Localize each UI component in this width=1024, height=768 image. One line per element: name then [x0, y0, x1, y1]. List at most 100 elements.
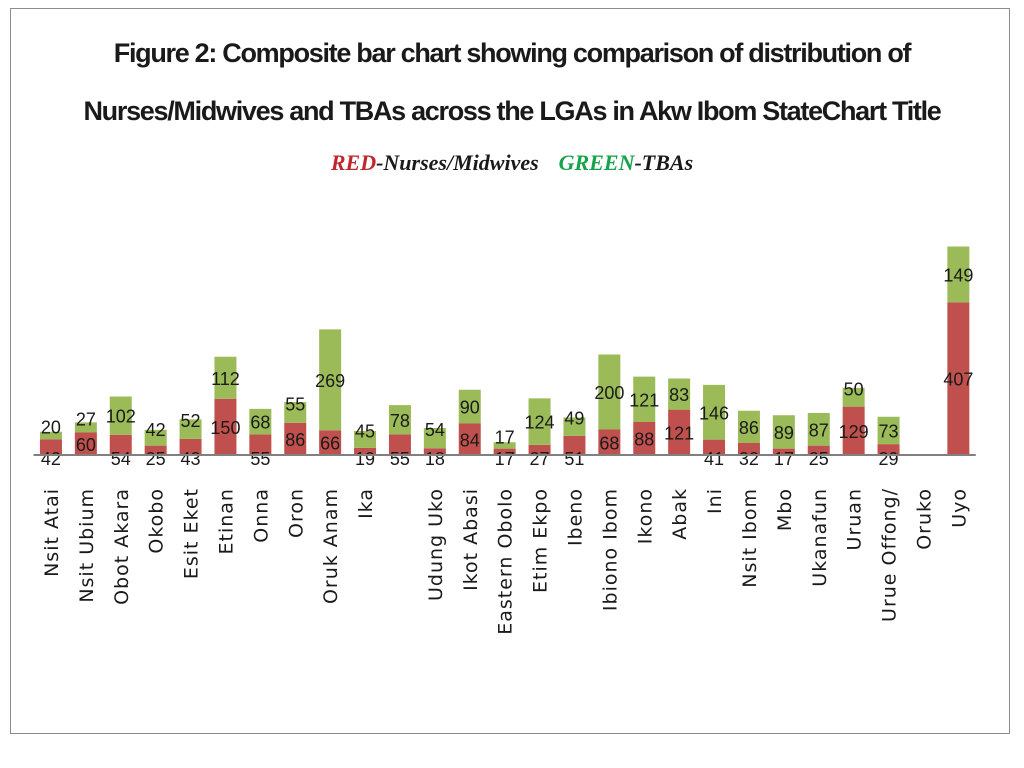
data-label-tbas: 86 — [739, 418, 759, 438]
legend-tba-key: GREEN — [558, 150, 635, 175]
data-label-tbas: 49 — [564, 409, 584, 429]
data-label-nurses: 407 — [943, 370, 973, 390]
bar-nurses — [423, 448, 446, 455]
category-label: Ibeno — [564, 488, 586, 546]
data-label-tbas: 149 — [943, 265, 973, 285]
data-label-nurses: 55 — [390, 449, 410, 469]
data-label-tbas: 89 — [774, 423, 794, 443]
bar-nurses — [842, 406, 865, 455]
data-label-nurses: 27 — [530, 449, 550, 469]
data-label-tbas: 78 — [390, 411, 410, 431]
data-label-tbas: 146 — [699, 403, 729, 423]
legend-nurses-label: -Nurses/Midwives — [376, 150, 539, 175]
bar-tbas — [458, 389, 481, 424]
chart-title-line1: Figure 2: Composite bar chart showing co… — [113, 38, 912, 68]
data-label-tbas: 121 — [629, 390, 659, 410]
bar-nurses — [179, 438, 202, 455]
data-label-nurses: 66 — [320, 434, 340, 454]
bar-tbas — [807, 413, 830, 446]
category-label: Nsit Ibom — [739, 488, 761, 588]
chart-title-line2: Nurses/Midwives and TBAs across the LGAs… — [83, 96, 941, 126]
bar-nurses — [598, 429, 621, 455]
category-label: Abak — [669, 488, 691, 540]
bar-nurses — [737, 443, 760, 455]
bar-nurses — [947, 302, 970, 455]
data-label-tbas: 90 — [460, 398, 480, 418]
data-label-nurses: 17 — [774, 449, 794, 469]
bar-nurses — [528, 444, 551, 455]
chart-frame — [10, 8, 1010, 734]
bar-tbas — [109, 396, 132, 435]
data-label-tbas: 112 — [211, 369, 240, 389]
bar-nurses — [319, 430, 342, 455]
category-label: Eastern Obolo — [495, 488, 517, 635]
category-label: Uyo — [948, 488, 970, 528]
data-label-tbas: 200 — [594, 383, 624, 403]
category-label: Ini — [704, 488, 726, 514]
category-label: Ibiono Ibom — [599, 488, 621, 611]
category-label: Udung Uko — [425, 488, 447, 601]
data-label-tbas: 45 — [355, 421, 375, 441]
category-label: Urue Offong/ — [879, 488, 901, 622]
data-label-nurses: 51 — [564, 449, 584, 469]
category-label: Uruan — [844, 488, 866, 550]
data-label-tbas: 27 — [76, 409, 96, 429]
bar-tbas — [423, 428, 446, 449]
bar-tbas — [354, 431, 377, 448]
data-label-tbas: 87 — [809, 420, 829, 440]
legend-nurses-key: RED — [330, 150, 377, 175]
data-label-nurses: 25 — [146, 449, 166, 469]
bar-nurses — [354, 447, 377, 455]
category-label: Oruko — [913, 488, 935, 550]
data-label-nurses: 25 — [809, 449, 829, 469]
bar-tbas — [668, 378, 691, 410]
data-label-tbas: 269 — [315, 371, 345, 391]
bar-tbas — [633, 376, 656, 422]
bar-tbas — [772, 415, 795, 449]
bar-nurses — [772, 448, 795, 455]
data-label-tbas: 20 — [41, 418, 61, 438]
bar-tbas — [179, 419, 202, 439]
bar-tbas — [39, 431, 62, 440]
data-label-tbas: 83 — [669, 385, 689, 405]
bar-tbas — [947, 246, 970, 303]
data-label-tbas: 102 — [106, 407, 136, 427]
bar-tbas — [249, 408, 272, 435]
bar-nurses — [74, 432, 97, 455]
bar-nurses — [668, 409, 691, 455]
bar-nurses — [284, 422, 307, 455]
data-label-tbas: 124 — [525, 413, 555, 433]
data-label-nurses: 68 — [599, 433, 619, 453]
data-label-tbas: 17 — [495, 427, 515, 447]
bar-nurses — [703, 439, 726, 455]
category-label: Oruk Anam — [320, 488, 342, 604]
bar-nurses — [633, 422, 656, 455]
data-label-nurses: 19 — [355, 449, 375, 469]
data-label-nurses: 17 — [495, 449, 515, 469]
bar-tbas — [493, 442, 516, 449]
data-label-nurses: 41 — [704, 449, 724, 469]
bar-tbas — [214, 356, 237, 399]
data-label-nurses: 43 — [181, 449, 201, 469]
bar-nurses — [39, 439, 62, 455]
category-label: Onna — [250, 488, 272, 543]
bar-tbas — [74, 422, 97, 433]
bar-tbas — [842, 387, 865, 407]
bar-tbas — [144, 429, 167, 446]
bar-nurses — [563, 435, 586, 455]
data-label-nurses: 150 — [210, 418, 240, 438]
category-label: Esit Eket — [181, 488, 203, 579]
bar-nurses — [249, 434, 272, 455]
bar-tbas — [319, 329, 342, 431]
legend-tba-label: -TBAs — [634, 150, 694, 175]
data-label-nurses: 29 — [879, 449, 899, 469]
category-label: Etinan — [215, 488, 237, 554]
bar-tbas — [388, 405, 411, 435]
data-label-nurses: 84 — [460, 430, 480, 450]
category-label: Nsit Ubium — [76, 488, 98, 603]
bar-nurses — [458, 423, 481, 455]
data-label-tbas: 54 — [425, 420, 445, 440]
bar-nurses — [493, 448, 516, 455]
category-label: Ikot Abasi — [460, 488, 482, 591]
